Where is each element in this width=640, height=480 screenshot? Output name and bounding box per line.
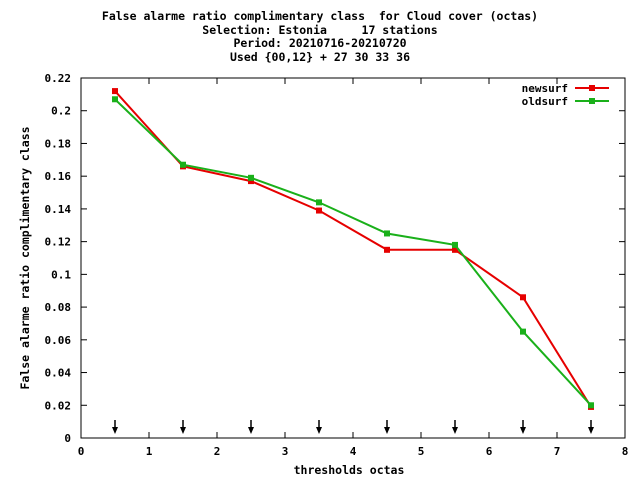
y-tick-label: 0.02: [45, 399, 72, 412]
down-arrow-icon: [316, 420, 322, 434]
chart-subtitle-selection: Selection: Estonia 17 stations: [202, 22, 438, 37]
data-point: [520, 328, 526, 335]
series-line: [114, 98, 592, 406]
legend-marker: [589, 85, 595, 91]
series-line: [114, 90, 592, 408]
down-arrow-icon: [384, 420, 390, 434]
data-point: [316, 207, 322, 214]
y-tick-label: 0.04: [45, 367, 72, 380]
x-tick-label: 1: [146, 445, 153, 458]
x-tick-label: 0: [78, 445, 85, 458]
data-point: [112, 88, 118, 95]
data-point: [384, 246, 390, 253]
data-point: [520, 294, 526, 301]
y-tick-label: 0.2: [51, 105, 71, 118]
chart-subtitle-period: Period: 20210716-20210720: [233, 36, 407, 50]
legend-entry-oldsurf: oldsurf: [522, 95, 609, 108]
down-arrow-icon: [248, 420, 254, 434]
plot-frame: [80, 77, 626, 439]
axis-ticks: 0 0.02 0.04 0.06 0.08 0.1 0.12 0.14 0.16 0.18 0.2 0…: [45, 72, 629, 458]
x-tick-label: 3: [282, 445, 289, 458]
y-tick-label: 0.06: [45, 334, 72, 347]
x-tick-label: 4: [350, 445, 357, 458]
x-tick-label: 2: [214, 445, 221, 458]
y-tick-label: 0.18: [45, 137, 72, 150]
chart-subtitle-used: Used {00,12} + 27 30 33 36: [229, 49, 410, 64]
x-tick-label: 5: [418, 445, 425, 458]
legend-label: oldsurf: [522, 95, 568, 108]
data-point: [248, 174, 254, 181]
x-tick-label: 8: [622, 445, 629, 458]
chart-title: False alarme ratio complimentary class f…: [101, 9, 539, 23]
down-arrow-icon: [452, 420, 458, 434]
y-tick-label: 0.16: [45, 170, 72, 183]
x-axis-label: thresholds octas: [294, 463, 405, 477]
data-point: [384, 230, 390, 237]
legend-label: newsurf: [522, 82, 568, 95]
y-tick-label: 0.08: [45, 301, 72, 314]
legend-marker: [589, 98, 595, 104]
down-arrow-icon: [588, 420, 594, 434]
data-point: [452, 246, 458, 253]
down-arrow-icon: [112, 420, 118, 434]
data-point: [452, 241, 458, 248]
x-tick-label: 7: [554, 445, 561, 458]
y-tick-label: 0.12: [45, 236, 72, 249]
y-tick-label: 0.1: [51, 268, 71, 281]
x-tick-label: 6: [486, 445, 493, 458]
data-point: [588, 402, 594, 409]
series-newsurf: [112, 88, 594, 410]
data-point: [180, 161, 186, 168]
data-point: [316, 199, 322, 206]
y-tick-label: 0.14: [45, 203, 72, 216]
y-tick-label: 0.22: [45, 72, 72, 85]
data-point: [248, 178, 254, 185]
down-arrow-icon: [520, 420, 526, 434]
chart-title-block: False alarme ratio complimentary class f…: [0, 9, 640, 64]
series-lines: [112, 88, 594, 410]
down-arrow-icon: [180, 420, 186, 434]
data-point: [112, 96, 118, 103]
series-oldsurf: [112, 96, 594, 409]
y-axis-label: False alarme ratio complimentary class: [18, 126, 32, 389]
threshold-arrows: [112, 420, 594, 434]
legend-entry-newsurf: newsurf: [522, 82, 609, 95]
y-tick-label: 0: [64, 432, 71, 445]
